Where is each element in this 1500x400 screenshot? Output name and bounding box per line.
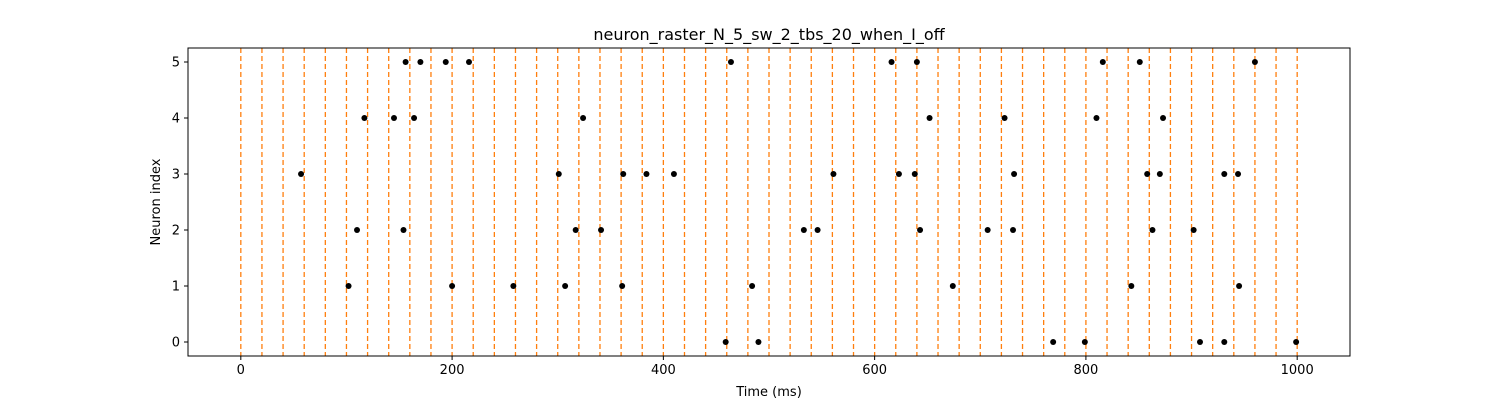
y-tick-label: 4 [172,112,180,127]
spike-point [619,283,626,289]
spike-point [1081,339,1088,345]
spike-point [1050,339,1057,345]
spike-point [755,339,762,345]
x-tick-label: 400 [651,363,676,378]
x-tick-label: 0 [237,363,245,378]
spike-point [572,227,579,233]
y-tick-label: 1 [172,280,180,295]
x-axis-label: Time (ms) [735,385,802,400]
spike-point [1099,59,1106,65]
x-tick-label: 1000 [1281,363,1314,378]
spike-point [298,171,305,177]
spike-point [1011,171,1018,177]
spike-point [449,283,456,289]
spike-point [984,227,991,233]
spike-point [913,59,920,65]
spike-point [1221,171,1228,177]
spike-point [620,171,627,177]
spike-point [1196,339,1203,345]
spike-point [1128,283,1135,289]
spike-point [354,227,361,233]
spike-point [417,59,424,65]
x-tick-label: 600 [862,363,887,378]
spike-point [1144,171,1151,177]
spike-point [361,115,368,121]
spike-point [926,115,933,121]
spike-point [1093,115,1100,121]
spike-point [917,227,924,233]
spike-point [1221,339,1228,345]
y-axis-ticks: 0 1 2 3 4 5 [172,56,188,351]
x-tick-label: 800 [1073,363,1098,378]
spike-point [643,171,650,177]
spike-point [1149,227,1156,233]
spike-point [1010,227,1017,233]
spike-point [1160,115,1167,121]
spike-point [562,283,569,289]
x-axis-ticks: 0 200 400 600 800 1000 [237,356,1314,378]
chart-title: neuron_raster_N_5_sw_2_tbs_20_when_I_off [593,25,945,45]
spike-point [598,227,605,233]
spike-point [949,283,956,289]
spike-point [670,171,677,177]
trigger-lines [240,48,1298,356]
spike-point [1293,339,1300,345]
x-tick-label: 200 [440,363,465,378]
spike-point [1136,59,1143,65]
spike-point [400,227,407,233]
spike-point [1235,171,1242,177]
spike-point [510,283,517,289]
spike-point [465,59,472,65]
spike-point [911,171,918,177]
spike-point [411,115,418,121]
spike-point [749,283,756,289]
spike-point [1156,171,1163,177]
y-tick-label: 2 [172,224,180,239]
spike-points [298,59,1300,345]
spike-point [390,115,397,121]
spike-point [814,227,821,233]
spike-point [345,283,352,289]
plot-frame [187,47,1351,357]
spike-point [1251,59,1258,65]
spike-point [895,171,902,177]
spike-point [1236,283,1243,289]
spike-point [580,115,587,121]
spike-point [442,59,449,65]
spike-point [830,171,837,177]
spike-point [555,171,562,177]
spike-point [888,59,895,65]
spike-point [727,59,734,65]
y-tick-label: 0 [172,336,180,351]
y-tick-label: 5 [172,56,180,71]
spike-point [722,339,729,345]
spike-point [1190,227,1197,233]
y-axis-label: Neuron index [149,158,164,245]
spike-point [402,59,409,65]
spike-point [1001,115,1008,121]
y-tick-label: 3 [172,168,180,183]
spike-point [800,227,807,233]
